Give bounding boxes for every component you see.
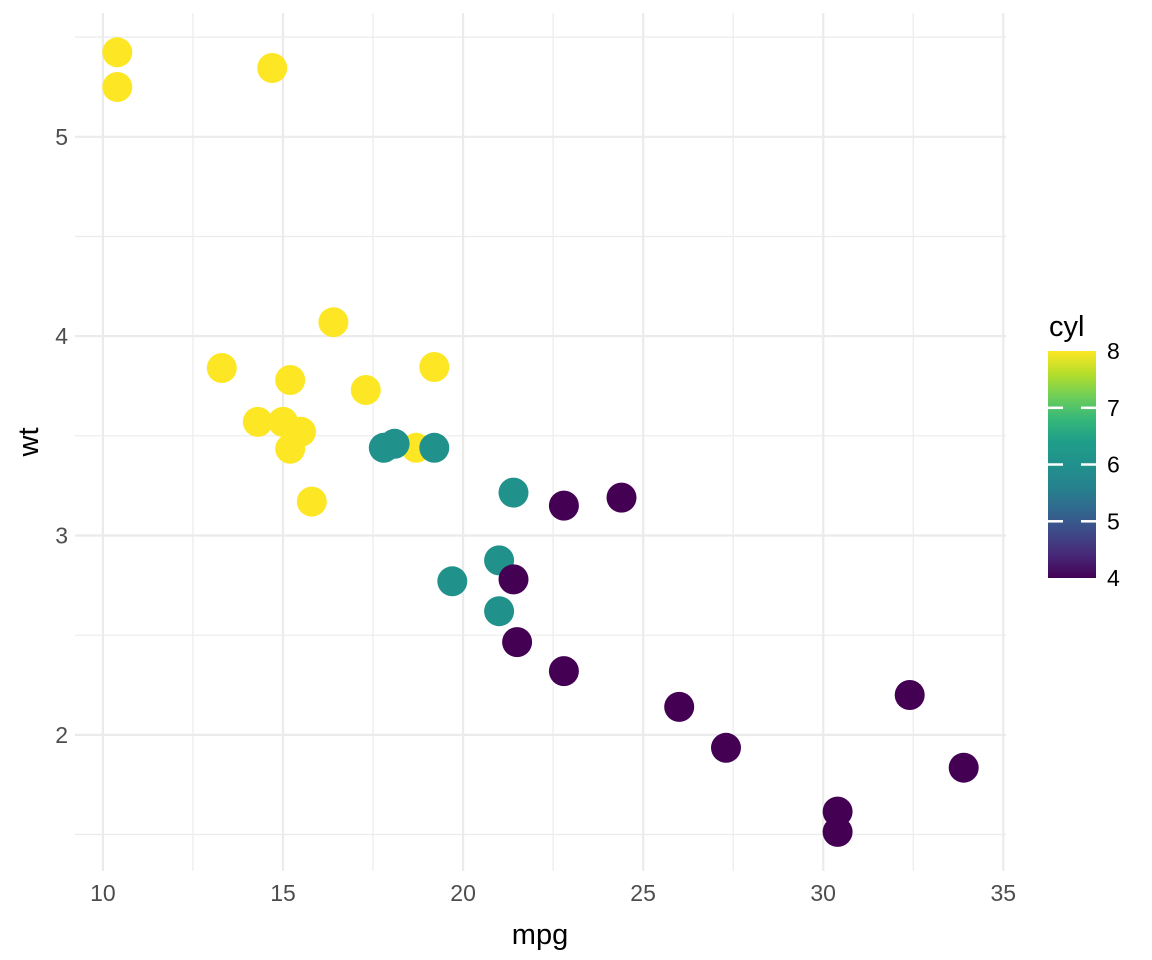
data-point [368,432,399,463]
legend: cyl 4 5 6 7 8 [1048,311,1120,591]
x-tick-label: 30 [810,880,836,906]
legend-tick-label: 6 [1107,452,1120,478]
data-point [498,564,529,595]
data-point [296,486,327,517]
data-point [548,490,579,521]
x-axis-tick-labels: 10 15 20 25 30 35 [90,880,1016,906]
data-point [606,482,637,513]
legend-tick-marks [1048,406,1096,523]
data-point [711,732,741,763]
y-tick-label: 3 [55,523,68,549]
y-tick-label: 2 [55,722,68,748]
y-axis-tick-labels: 2 3 4 5 [55,124,68,748]
x-tick-label: 35 [991,880,1017,906]
data-point [268,406,298,437]
data-point [498,477,529,508]
data-point [437,566,468,597]
data-point [242,406,273,437]
legend-tick-labels: 4 5 6 7 8 [1107,338,1120,591]
y-tick-label: 5 [55,124,68,150]
data-point [484,596,515,627]
data-point [350,375,381,405]
minor-gridlines [75,13,1006,871]
x-tick-label: 25 [630,880,656,906]
data-point [548,656,579,687]
data-point [419,432,450,463]
legend-tick-label: 5 [1107,508,1120,534]
x-tick-label: 10 [90,880,116,906]
y-tick-label: 4 [55,323,68,349]
major-gridlines [75,13,1006,871]
data-point [502,627,533,658]
x-axis-title: mpg [512,919,568,951]
data-point [894,680,925,710]
x-tick-label: 15 [270,880,296,906]
x-tick-label: 20 [450,880,476,906]
data-point [664,691,695,722]
legend-title: cyl [1049,311,1084,343]
legend-tick-label: 4 [1107,565,1120,591]
data-point [206,353,237,383]
data-point [275,433,306,464]
data-point [948,752,979,783]
data-point [419,352,450,382]
data-point [257,53,288,83]
data-point [822,816,853,847]
legend-tick-label: 7 [1107,395,1120,421]
data-point [318,307,349,338]
data-point [102,72,133,102]
y-axis-title: wt [13,428,45,458]
data-point [275,365,306,395]
data-points [102,37,979,847]
data-point [102,37,133,68]
legend-tick-label: 8 [1107,338,1120,364]
